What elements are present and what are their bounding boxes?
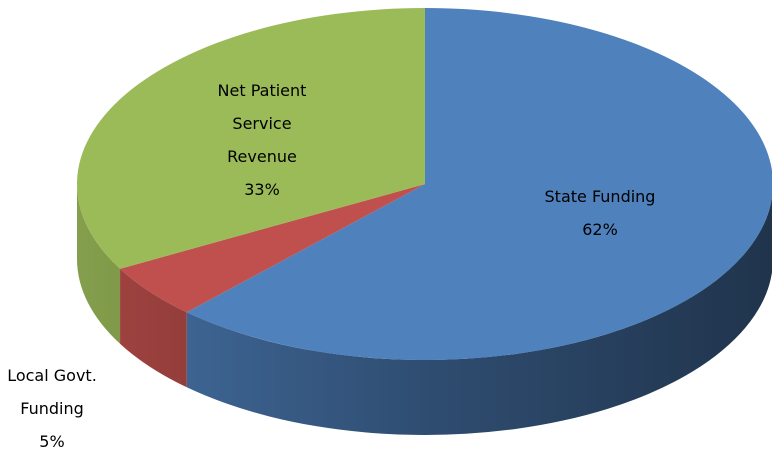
slice-side xyxy=(120,268,187,388)
data-label: State Funding 62% xyxy=(515,180,685,246)
value-label: 62% xyxy=(582,220,618,239)
category-label: Net Patient Service Revenue xyxy=(217,81,307,166)
value-label: 5% xyxy=(39,431,65,451)
pie-sides xyxy=(77,184,772,435)
value-label: 33% xyxy=(244,180,280,199)
slice xyxy=(120,184,425,313)
slice xyxy=(77,8,426,269)
slice xyxy=(186,8,772,360)
slice-side xyxy=(186,196,772,435)
category-label: State Funding xyxy=(544,187,656,206)
category-label: Local Govt. Funding xyxy=(7,365,97,418)
slice-side xyxy=(77,184,121,344)
data-label: Local Govt. Funding 5% xyxy=(2,359,102,458)
data-label: Net Patient Service Revenue 33% xyxy=(207,74,317,206)
pie-tops xyxy=(77,8,772,360)
